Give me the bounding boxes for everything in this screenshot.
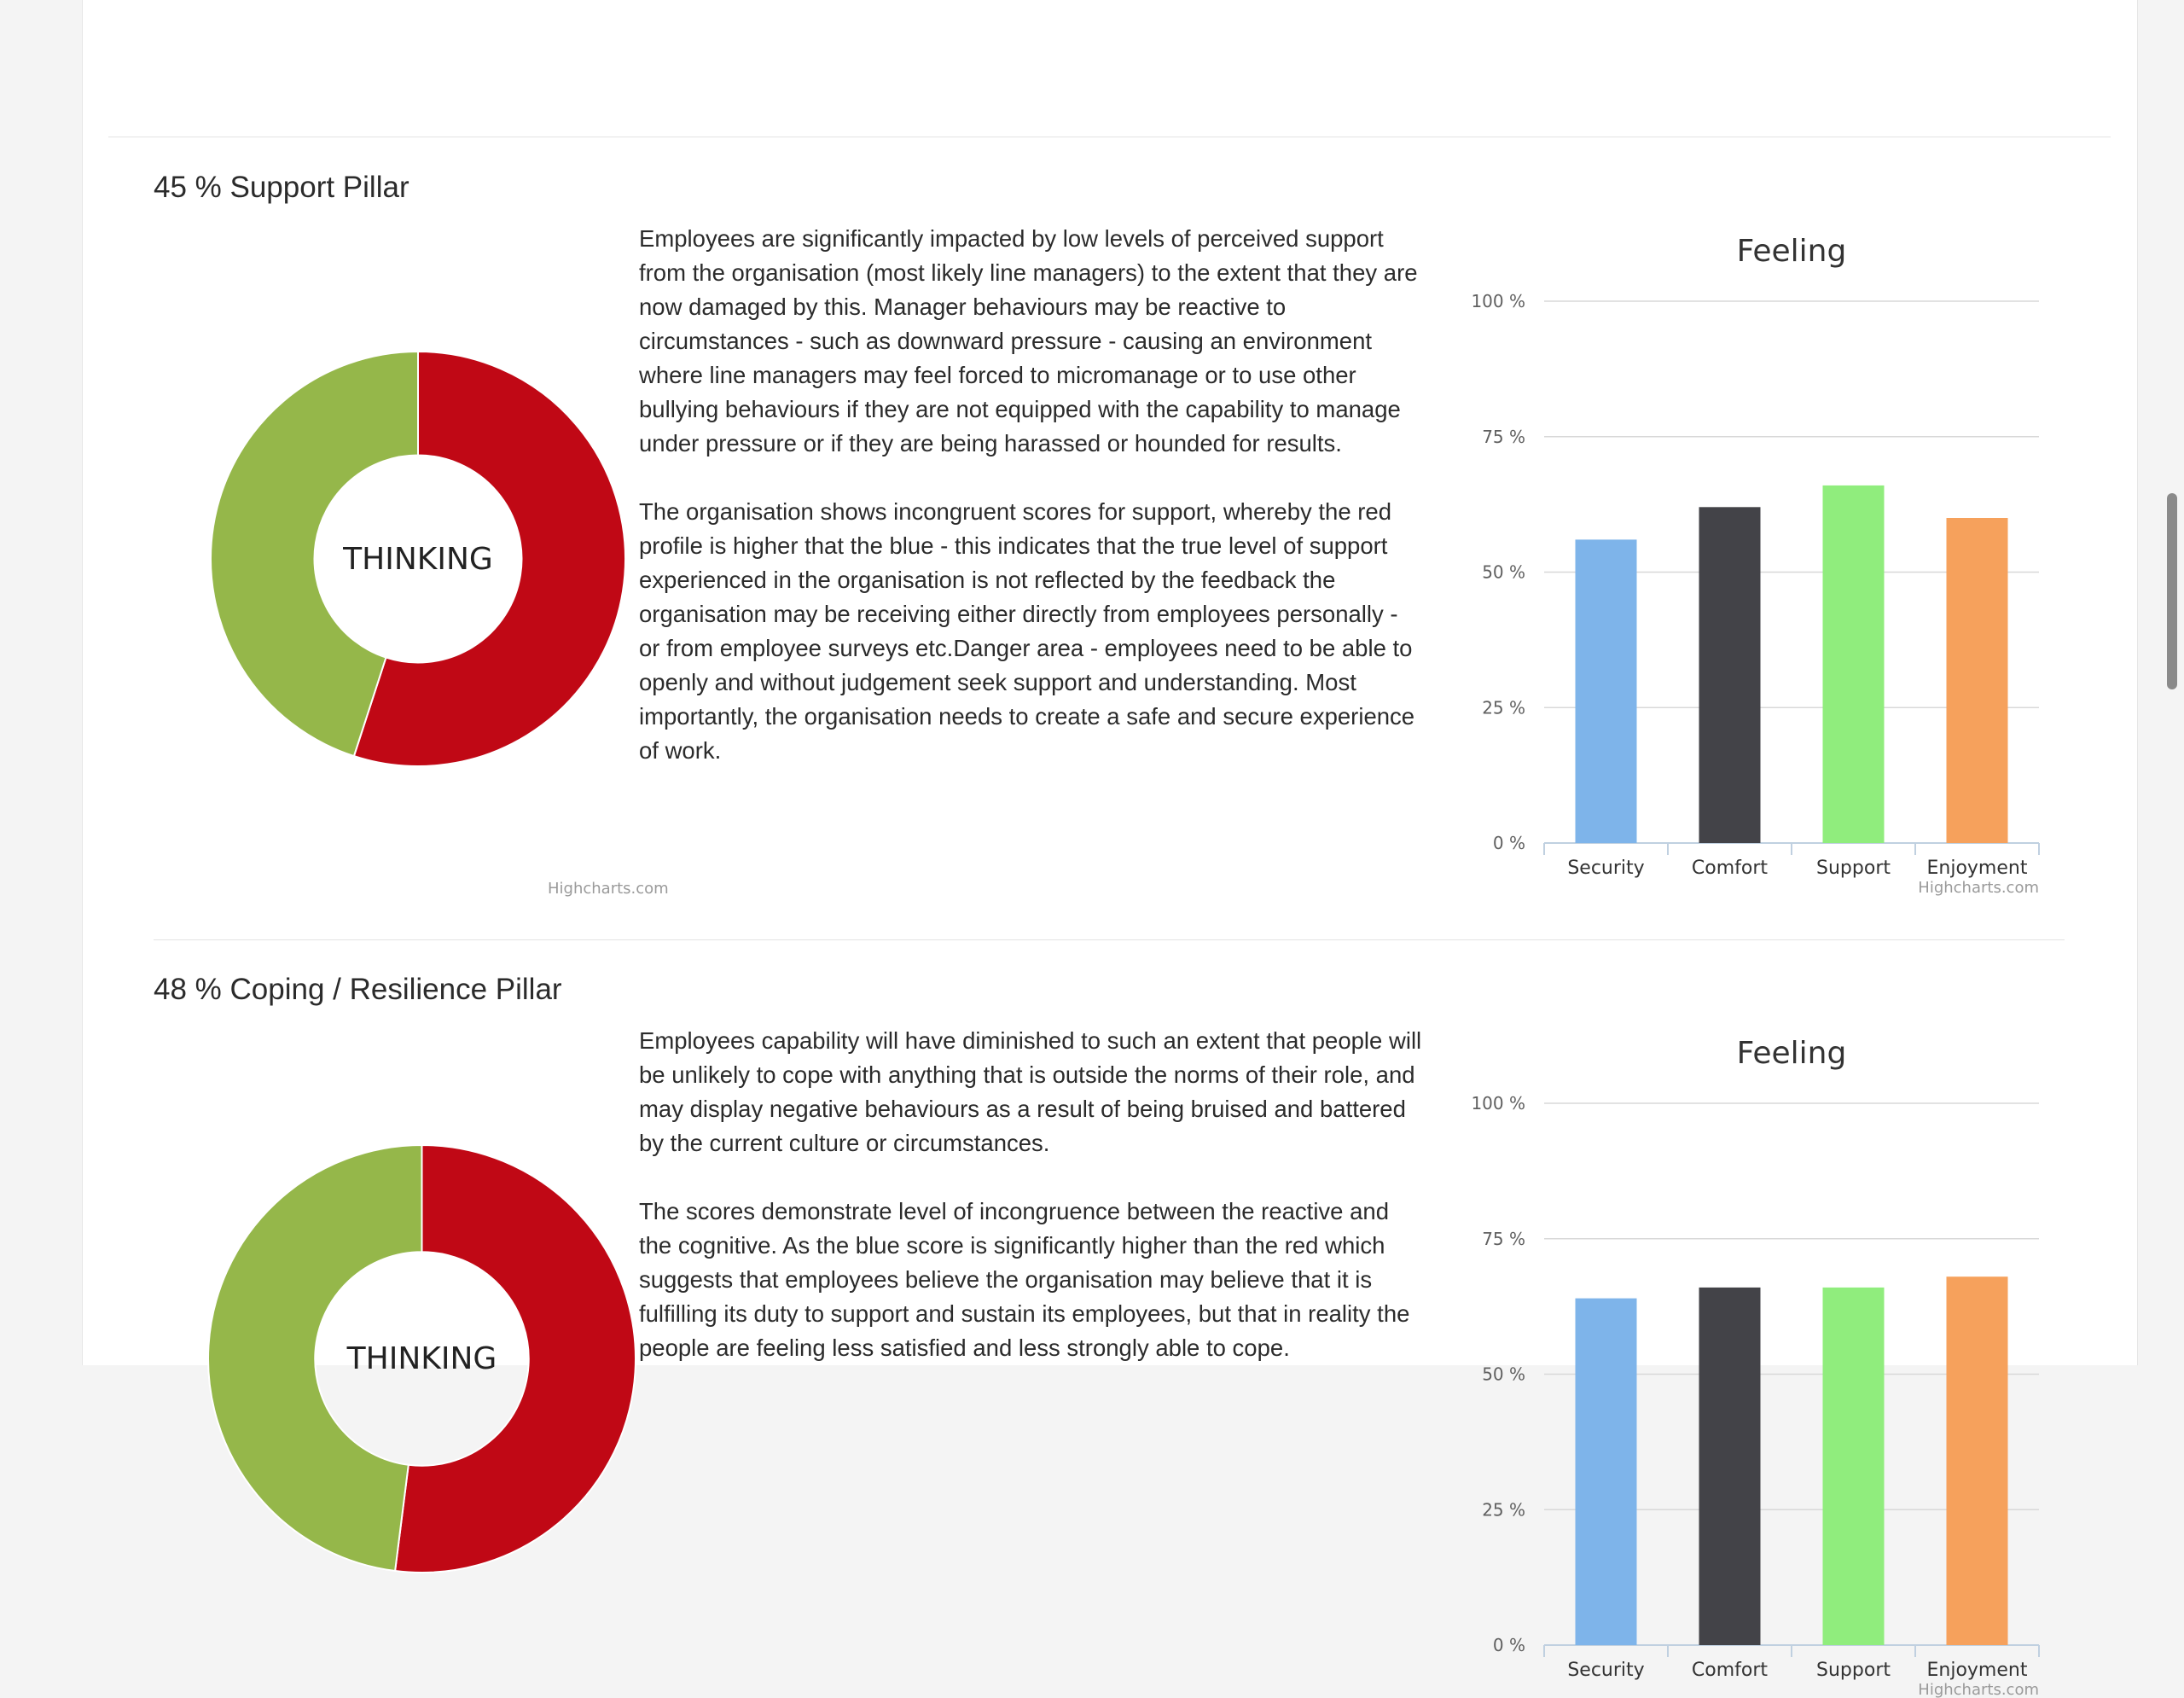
bar-security[interactable]	[1575, 1298, 1637, 1645]
x-tick-label: Enjoyment	[1927, 1660, 2028, 1681]
pillar-description: Employees capability will have diminishe…	[639, 1024, 1424, 1399]
x-tick-label: Comfort	[1692, 858, 1769, 879]
bar-support[interactable]	[1822, 1287, 1885, 1645]
donut-svg	[207, 1143, 636, 1573]
y-tick-label: 75 %	[1482, 1229, 1525, 1249]
page-scrollbar-thumb[interactable]	[2167, 493, 2177, 689]
y-tick-label: 100 %	[1471, 291, 1525, 311]
description-paragraph: The organisation shows incongruent score…	[639, 498, 1415, 764]
y-tick-label: 25 %	[1482, 1499, 1525, 1520]
bar-chart: Feeling 0 % 25 % 50 % 75 % 100 % Security Comfo…	[1471, 234, 2040, 896]
highcharts-credit[interactable]: Highcharts.com	[1918, 879, 2039, 896]
description-paragraph: Employees capability will have diminishe…	[639, 1027, 1422, 1156]
bar-chart-title: Feeling	[1737, 1036, 1847, 1071]
donut-chart: THINKING	[206, 1143, 637, 1574]
donut-slice-0[interactable]	[352, 350, 626, 767]
donut-slice-1[interactable]	[207, 1143, 423, 1573]
donut-svg	[210, 350, 626, 767]
bar-enjoyment[interactable]	[1946, 518, 2008, 843]
bar-enjoyment[interactable]	[1946, 1276, 2008, 1645]
x-tick-label: Comfort	[1692, 1660, 1769, 1681]
pillar-title: 45 % Support Pillar	[154, 171, 410, 204]
description-paragraph: The scores demonstrate level of incongru…	[639, 1198, 1410, 1361]
highcharts-credit[interactable]: Highcharts.com	[548, 880, 669, 898]
bar-chart: Feeling 0 % 25 % 50 % 75 % 100 % Security Comfo…	[1471, 1036, 2040, 1698]
x-tick-label: Support	[1816, 858, 1891, 879]
x-tick-label: Support	[1816, 1660, 1891, 1681]
section-divider	[154, 939, 2065, 940]
y-tick-label: 0 %	[1493, 1635, 1525, 1655]
y-tick-label: 0 %	[1493, 833, 1525, 853]
y-tick-label: 25 %	[1482, 697, 1525, 718]
highcharts-credit[interactable]: Highcharts.com	[1918, 1681, 2039, 1698]
bar-security[interactable]	[1575, 539, 1637, 843]
y-tick-label: 75 %	[1482, 427, 1525, 447]
pillar-title: 48 % Coping / Resilience Pillar	[154, 973, 562, 1006]
donut-slice-1[interactable]	[210, 350, 419, 758]
bar-chart-title: Feeling	[1737, 234, 1847, 269]
donut-slice-0[interactable]	[393, 1143, 636, 1573]
pillar-description: Employees are significantly impacted by …	[639, 222, 1424, 802]
y-tick-label: 50 %	[1482, 1364, 1525, 1385]
donut-chart: THINKING	[209, 350, 627, 768]
x-tick-label: Enjoyment	[1927, 858, 2028, 879]
x-tick-label: Security	[1567, 1660, 1644, 1681]
bar-comfort[interactable]	[1699, 507, 1761, 843]
y-tick-label: 100 %	[1471, 1093, 1525, 1114]
description-paragraph: Employees are significantly impacted by …	[639, 225, 1418, 456]
bar-comfort[interactable]	[1699, 1287, 1761, 1645]
y-tick-label: 50 %	[1482, 562, 1525, 583]
bar-support[interactable]	[1822, 485, 1885, 843]
x-tick-label: Security	[1567, 858, 1644, 879]
